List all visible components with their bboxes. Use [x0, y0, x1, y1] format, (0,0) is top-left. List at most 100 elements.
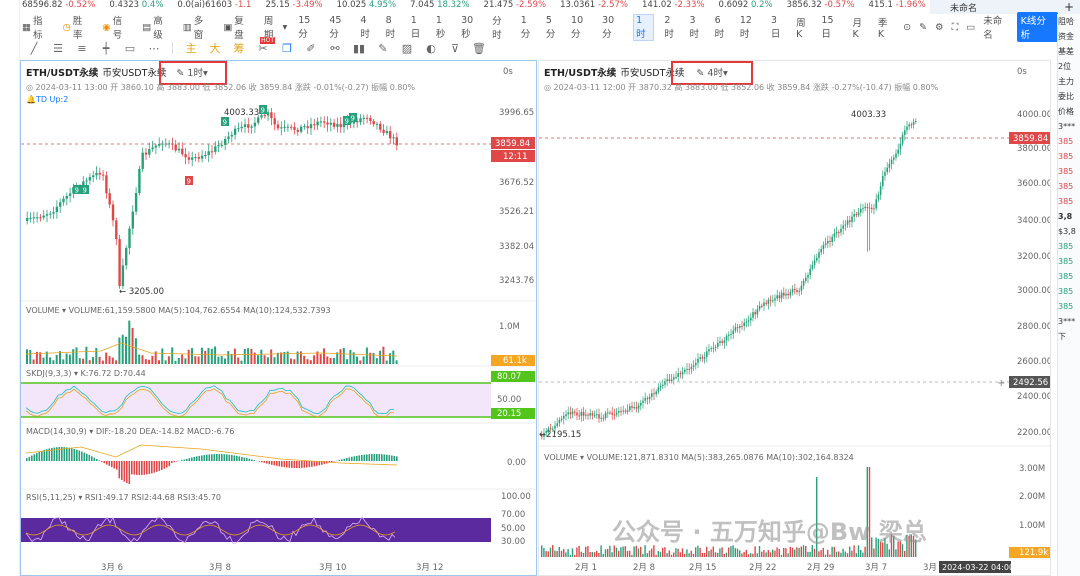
side-item[interactable]: 385: [1058, 137, 1074, 146]
ticker-item[interactable]: 21.475 -2.59%: [483, 0, 547, 10]
side-item[interactable]: 委比: [1058, 92, 1074, 101]
layout-name[interactable]: 未命名: [983, 16, 1003, 41]
channel-tool-icon[interactable]: ≡: [77, 41, 87, 55]
side-item[interactable]: 385: [1058, 167, 1074, 176]
side-item[interactable]: 385: [1058, 242, 1074, 251]
ticker-item[interactable]: 7.045 18.32%: [410, 0, 470, 10]
replay-button[interactable]: ▣ 复盘: [223, 13, 253, 41]
main-tool[interactable]: 主: [185, 42, 197, 55]
side-item[interactable]: 385: [1058, 182, 1074, 191]
timeframe-1日[interactable]: 1日: [410, 14, 421, 40]
image-icon[interactable]: ▨: [401, 41, 413, 55]
timeframe-15日[interactable]: 15日: [821, 14, 834, 40]
ticker-item[interactable]: 0.0(ai)61603 -1.1: [177, 0, 252, 10]
indicators-button[interactable]: ▦ 指标: [22, 13, 52, 41]
side-item[interactable]: 385: [1058, 257, 1074, 266]
timeframe-30分[interactable]: 30分: [602, 14, 615, 40]
ticker-item[interactable]: 13.0361 -2.57%: [560, 0, 628, 10]
copy-icon[interactable]: ❐: [282, 41, 292, 55]
fullscreen-icon[interactable]: ⛶: [951, 21, 959, 33]
ticker-item[interactable]: 10.025 4.95%: [336, 0, 397, 10]
volume-bar: [273, 357, 276, 364]
top-right-label[interactable]: 未命名: [950, 3, 978, 14]
multi-window-button[interactable]: ▥ 多窗: [183, 13, 213, 41]
signals-button[interactable]: ◉ 信号: [102, 13, 131, 41]
timeframe-8时[interactable]: 8时: [385, 14, 396, 40]
side-item[interactable]: 资金: [1058, 32, 1074, 41]
timeframe-1分[interactable]: 1分: [520, 14, 531, 40]
side-item[interactable]: 阻哈: [1058, 17, 1074, 26]
ticker-item[interactable]: 68596.82 -0.52%: [22, 0, 96, 10]
timeframe-6时[interactable]: 6时: [714, 14, 725, 40]
timeframe-月K[interactable]: 月K: [852, 17, 862, 40]
hline-tool-icon[interactable]: ┿: [102, 41, 110, 55]
volume-bar: [884, 538, 886, 557]
side-item[interactable]: 385: [1058, 302, 1074, 311]
hot-tool-icon[interactable]: ✂ HOT: [258, 36, 275, 55]
settings-icon[interactable]: ⚙: [935, 21, 944, 33]
side-item[interactable]: $3,8: [1058, 227, 1076, 236]
pencil-icon[interactable]: ✎: [378, 41, 388, 55]
timeframe-周K[interactable]: 周K: [796, 17, 806, 40]
timeframe-3日[interactable]: 3日: [770, 14, 781, 40]
side-item[interactable]: 385: [1058, 197, 1074, 206]
timeframe-10分[interactable]: 10分: [571, 14, 584, 40]
big-tool[interactable]: 大: [209, 42, 221, 55]
layout-icon[interactable]: ▭: [966, 21, 976, 33]
right-tf-dropdown[interactable]: ✎ 4时▾: [696, 65, 727, 79]
side-item[interactable]: 基差: [1058, 47, 1074, 56]
ticker-item[interactable]: 25.15 -3.49%: [265, 0, 323, 10]
edit-icon[interactable]: ✎: [919, 21, 928, 33]
period-dropdown[interactable]: 周期 ▾: [264, 13, 287, 41]
add-icon[interactable]: +: [1063, 0, 1074, 14]
volume-bar: [582, 552, 585, 557]
side-item[interactable]: 下: [1058, 332, 1066, 341]
magnet-icon[interactable]: ◐: [426, 41, 436, 55]
side-item[interactable]: 3***: [1058, 122, 1076, 131]
timeframe-5分[interactable]: 5分: [545, 14, 556, 40]
timeframe-季K[interactable]: 季K: [877, 17, 888, 40]
ticker-item[interactable]: 0.4323 0.4%: [109, 0, 164, 10]
left-chart-panel[interactable]: ETH/USDT永续 币安USDT永续 ✎ 1时▾ 0s ◎ 2024-03-11…: [20, 60, 537, 576]
timeframe-分时[interactable]: 分时: [492, 16, 502, 41]
rect-tool-icon[interactable]: ▭: [124, 41, 136, 55]
fund-tool[interactable]: 筹: [233, 42, 245, 55]
timeframe-2时[interactable]: 2时: [664, 14, 674, 40]
timeframe-1时[interactable]: 1时: [633, 13, 655, 41]
timeframe-4时[interactable]: 4时: [360, 14, 370, 40]
trash-icon[interactable]: 🗑: [472, 41, 486, 55]
side-item[interactable]: 385: [1058, 272, 1074, 281]
timeframe-15分[interactable]: 15分: [298, 14, 311, 40]
timeframe-3时[interactable]: 3时: [689, 14, 700, 40]
ticker-item[interactable]: 3856.32 -0.57%: [786, 0, 855, 10]
timeframe-30秒[interactable]: 30秒: [461, 14, 474, 40]
side-item[interactable]: 385: [1058, 287, 1074, 296]
more-icon[interactable]: ⋯: [148, 41, 160, 55]
advanced-button[interactable]: ▤ 高级: [142, 13, 172, 41]
ticker-item[interactable]: 141.02 -2.33%: [642, 0, 705, 10]
brush-icon[interactable]: ✐: [306, 41, 316, 55]
timeframe-45分[interactable]: 45分: [329, 14, 342, 40]
right-chart-panel[interactable]: ETH/USDT永续 币安USDT永续 ✎ 4时▾ 0s ◎ 2024-03-11…: [538, 60, 1051, 576]
filter-icon[interactable]: ⊽: [450, 41, 460, 55]
kline-analysis-button[interactable]: K线分析: [1016, 12, 1058, 42]
line-tool-icon[interactable]: ╱: [30, 41, 38, 55]
left-tf-dropdown[interactable]: ✎ 1时▾: [176, 65, 207, 79]
side-item[interactable]: 价格: [1058, 107, 1074, 116]
macd-bar: [323, 461, 326, 465]
candle-icon[interactable]: ▮▮: [352, 41, 366, 55]
side-item[interactable]: 385: [1058, 152, 1074, 161]
side-item[interactable]: 3***: [1058, 317, 1076, 326]
candle: [712, 347, 715, 349]
link-icon[interactable]: ⚯: [330, 41, 340, 55]
winrate-button[interactable]: ◷ 胜率: [63, 13, 92, 41]
side-item[interactable]: 2位: [1058, 62, 1072, 71]
side-item[interactable]: 主力: [1058, 77, 1074, 86]
ticker-item[interactable]: 415.1 -1.96%: [868, 0, 926, 10]
timeframe-12时[interactable]: 12时: [739, 14, 752, 40]
ticker-item[interactable]: 0.6092 0.2%: [718, 0, 773, 10]
camera-icon[interactable]: ⊙: [903, 21, 912, 33]
side-item[interactable]: 3,8: [1058, 212, 1073, 221]
fib-tool-icon[interactable]: ☰: [53, 41, 63, 55]
timeframe-1秒[interactable]: 1秒: [435, 14, 446, 40]
